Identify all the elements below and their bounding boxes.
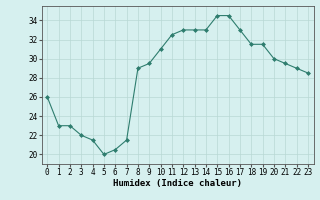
X-axis label: Humidex (Indice chaleur): Humidex (Indice chaleur) <box>113 179 242 188</box>
